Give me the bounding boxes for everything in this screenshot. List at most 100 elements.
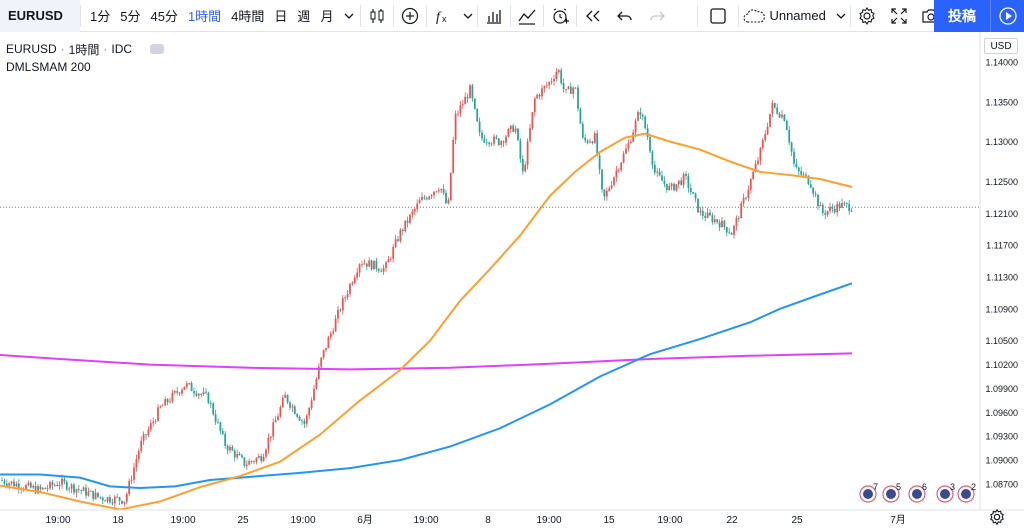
down-candle [380,270,383,272]
ma-line-magenta[interactable] [0,352,853,371]
interval-month[interactable]: 月 [320,9,334,24]
templates-button[interactable] [511,0,543,32]
up-candle [279,407,282,417]
down-candle [641,114,644,117]
layout-name-label: Unnamed [769,8,826,23]
currency-label[interactable]: USD [984,38,1018,54]
down-candle [219,422,222,431]
down-candle [502,141,505,143]
interval-4h[interactable]: 4時間 [231,9,265,24]
ma-line-orange[interactable] [0,132,853,511]
interval-45m[interactable]: 45分 [150,9,178,24]
down-candle [243,457,246,466]
square-icon [710,7,727,24]
interval-1m[interactable]: 1分 [90,9,111,24]
interval-week[interactable]: 週 [297,9,311,24]
up-candle [430,195,433,197]
down-candle [838,203,841,208]
layout-name-button[interactable]: Unnamed [739,0,849,32]
down-candle [807,175,810,185]
up-candle [346,293,349,298]
redo-button[interactable] [641,0,673,32]
up-candle [53,484,56,486]
up-candle [70,484,73,489]
up-candle [284,394,287,398]
interval-dropdown[interactable] [338,0,360,32]
undo-button[interactable] [609,0,641,32]
publish-button[interactable]: 投稿 [934,0,990,32]
up-candle [610,185,613,189]
down-candle [692,192,695,194]
down-candle [687,175,690,188]
replay-button[interactable] [577,0,609,32]
up-candle [469,85,471,99]
up-candle [154,420,157,422]
down-candle [370,260,373,270]
indicators-dropdown[interactable] [459,0,477,32]
price-tick-label: 1.10900 [985,304,1018,314]
up-candle [313,388,315,401]
indicator-legend-row[interactable]: DMLSMAM 200 [6,58,164,76]
down-candle [401,229,404,232]
down-candle [205,391,207,393]
interval-1h[interactable]: 1時間 [187,9,222,24]
symbol-search-button[interactable]: EURUSD [0,0,80,32]
up-candle [325,348,327,350]
legend-toggle-icon[interactable] [150,44,165,54]
price-tick-label: 1.11700 [986,241,1018,251]
up-candle [351,283,354,285]
down-candle [569,86,572,94]
price-axis-background [980,32,1024,510]
up-candle [589,141,591,143]
up-candle [183,386,186,390]
chart-type-button[interactable] [361,0,393,32]
up-candle [632,132,635,142]
financials-button[interactable] [478,0,510,32]
up-candle [605,190,608,197]
settings-button[interactable] [851,0,883,32]
up-candle [75,489,78,493]
multi-layout-button[interactable] [698,0,738,32]
down-candle [785,120,788,131]
down-candle [646,128,649,137]
up-candle [197,394,200,396]
down-candle [200,394,203,395]
up-candle [202,391,205,395]
ma-line-blue[interactable] [0,282,853,489]
up-candle [557,70,560,72]
down-candle [716,219,719,223]
chart-area[interactable]: 1.12176 1.140001.135001.130001.125001.12… [0,32,1024,528]
down-candle [586,140,589,143]
up-candle [615,170,618,178]
up-candle [113,496,116,504]
down-candle [797,167,800,172]
up-candle [341,298,344,311]
compare-button[interactable] [394,0,426,32]
price-tick-label: 1.09300 [985,432,1018,442]
symbol-legend-row[interactable]: EURUSD · 1時間 · IDC [6,40,165,58]
time-tick-label: 19:00 [45,515,70,526]
fullscreen-button[interactable] [883,0,915,32]
up-candle [106,497,109,502]
cloud-icon [743,8,766,23]
interval-5m[interactable]: 5分 [120,9,141,24]
gear-icon[interactable] [988,508,1006,526]
up-candle [536,94,539,99]
interval-day[interactable]: 日 [274,9,288,24]
up-candle [171,392,174,402]
play-button[interactable] [990,0,1024,32]
down-candle [293,406,296,414]
price-chart[interactable]: 1.12176 1.140001.135001.130001.125001.12… [0,32,1024,528]
down-candle [689,187,692,193]
event-count: 6 [922,482,927,492]
create-alert-button[interactable] [544,0,576,32]
up-candle [236,453,239,458]
up-candle [245,464,248,466]
divider [360,4,362,27]
up-candle [826,210,829,215]
down-candle [301,420,303,422]
down-candle [577,87,579,109]
up-candle [505,136,507,143]
down-candle [481,132,483,139]
